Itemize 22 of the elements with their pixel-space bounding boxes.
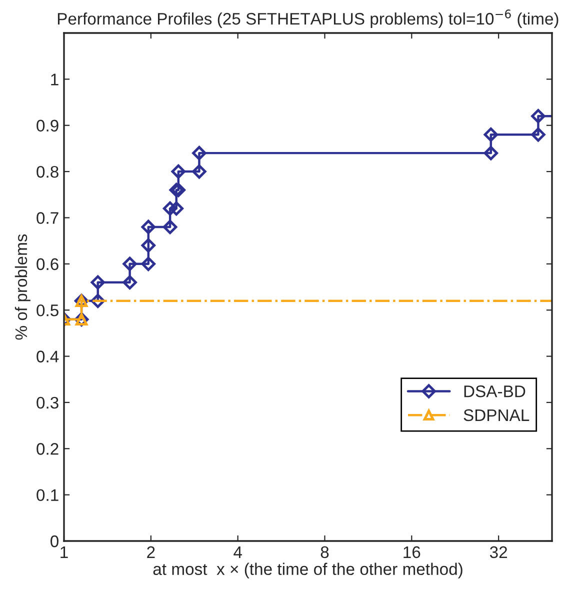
x-axis-title: at most x × (the time of the other method) — [153, 562, 462, 578]
y-tick-label: 0 — [50, 535, 58, 548]
legend-label: DSA-BD — [464, 385, 526, 398]
y-tick-label: 0.1 — [36, 489, 58, 502]
y-tick-label: 0.8 — [36, 166, 58, 178]
y-tick-label: 0.4 — [36, 350, 59, 362]
x-tick-label: 4 — [234, 546, 242, 558]
y-tick-label: 0.3 — [36, 396, 58, 409]
y-axis-title: % of problems — [14, 234, 30, 340]
chart-title: Performance Profiles (25 SFTHETAPLUS problems) tol=10$^{−6}$ (time) — [58, 10, 558, 28]
x-tick-label: 16 — [404, 546, 420, 558]
x-tick-label: 2 — [147, 546, 155, 558]
legend-label: SDPNAL — [464, 409, 530, 422]
y-tick-label: 0.2 — [36, 443, 58, 455]
y-tick-label: 1 — [51, 74, 58, 86]
y-tick-label: 0.6 — [36, 258, 58, 270]
y-tick-label: 0.9 — [36, 120, 58, 132]
x-tick-label: 8 — [320, 546, 329, 558]
y-tick-label: 0.7 — [36, 212, 58, 224]
x-tick-label: 32 — [490, 546, 508, 558]
x-tick-label: 1 — [60, 546, 68, 558]
y-tick-label: 0.5 — [36, 304, 58, 316]
